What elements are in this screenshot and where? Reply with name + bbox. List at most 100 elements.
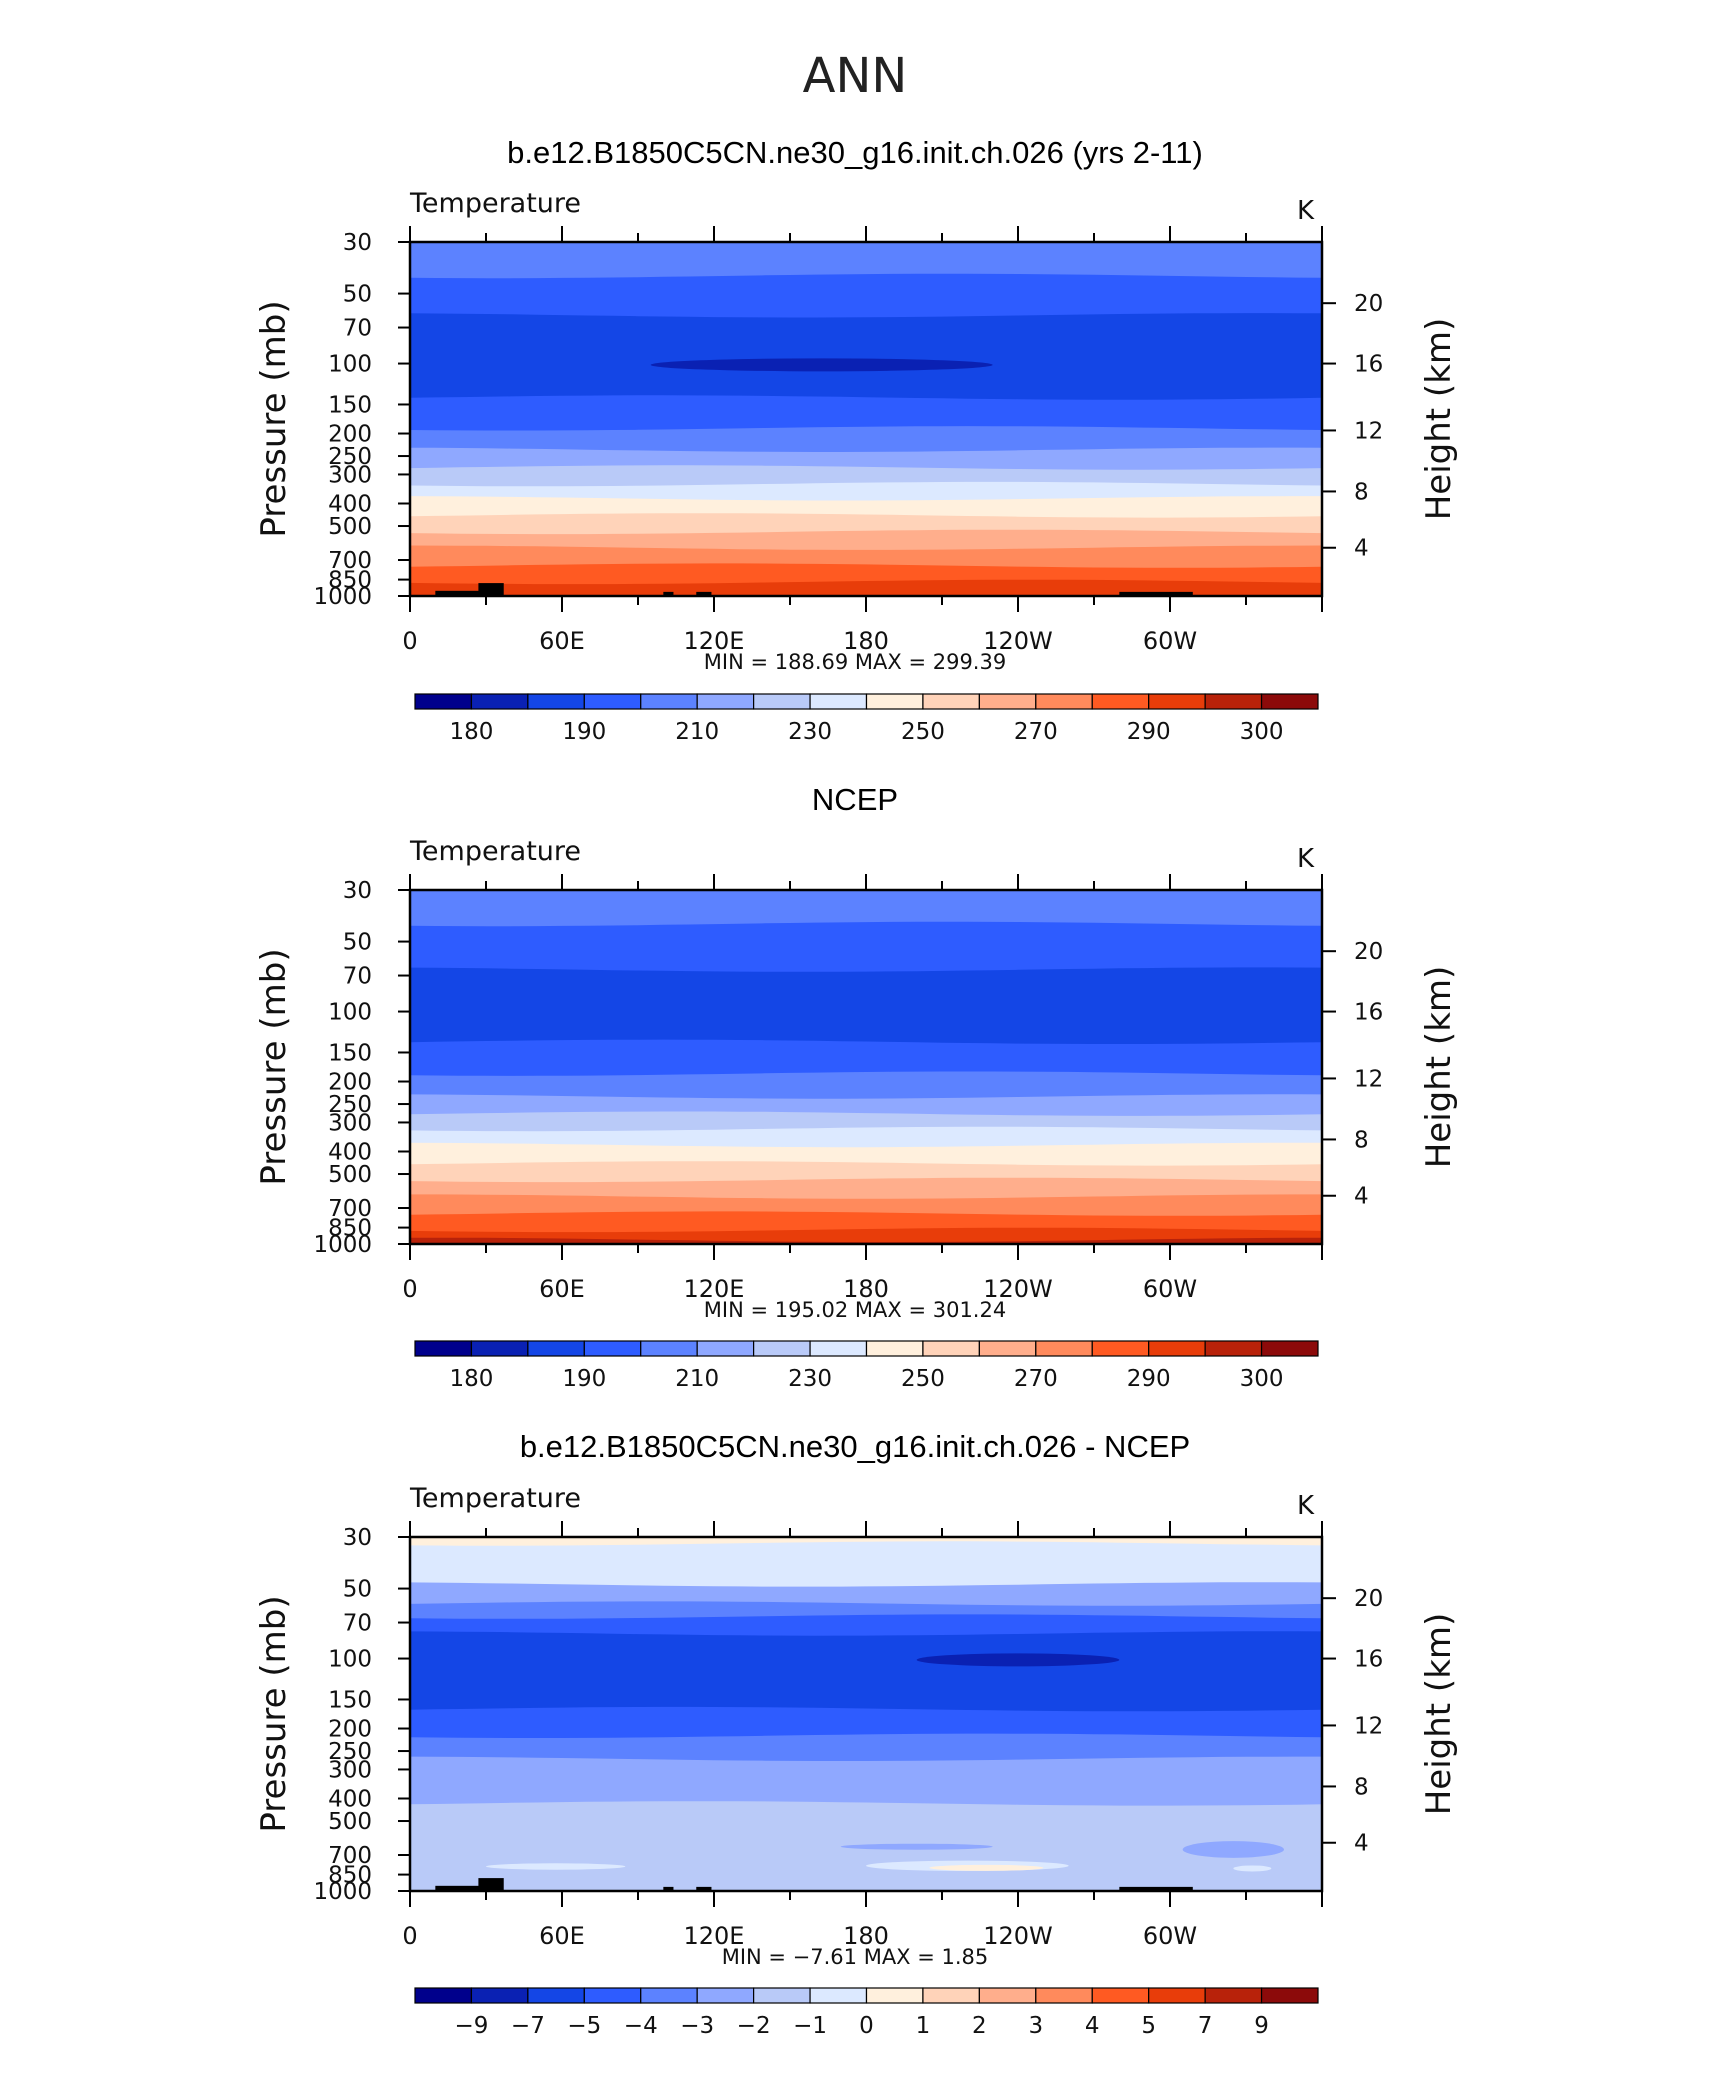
left-label: Temperature [409,188,581,219]
topography-mask [478,1878,504,1891]
figure-suptitle: ANN [803,48,908,104]
colorbar: 180 190 210 230 250 270 290 300 [414,1340,1319,1392]
colorbar-label: 210 [675,719,719,745]
topography-mask [663,1886,674,1891]
colorbar-label: −1 [793,2013,827,2039]
x-tick-label: 60E [539,1922,585,1950]
y-tick-label: 70 [343,964,372,990]
colorbar-swatch [1148,1340,1206,1357]
colorbar-swatch [1091,693,1150,710]
x-tick-label: 120W [983,1275,1053,1303]
colorbar-swatch [414,693,473,710]
colorbar-swatch [922,693,980,710]
topography-mask [1119,591,1193,596]
colorbar-label: 300 [1240,719,1284,745]
colorbar-swatch [696,1987,755,2004]
colorbar-label: 180 [449,719,493,745]
left-label: Temperature [409,836,581,867]
colorbar-label: 270 [1014,1366,1058,1392]
y-right-tick-label: 4 [1354,1184,1369,1210]
topography-mask [435,590,502,596]
colorbar-swatch [922,1987,980,2004]
colorbar-swatch [1260,1987,1319,2004]
contour-feature [1233,1865,1272,1872]
colorbar-label: −5 [567,2013,601,2039]
colorbar-swatch [865,693,924,710]
y-tick-label: 250 [328,1092,372,1118]
units-label: K [1297,1491,1315,1521]
colorbar-swatch [1260,1340,1319,1357]
y-tick-label: 200 [328,422,372,448]
colorbar-swatch [753,1340,811,1357]
colorbar-swatch [1091,1340,1150,1357]
colorbar-swatch [583,1340,642,1357]
y-tick-label: 50 [343,282,372,308]
colorbar-swatch [809,693,868,710]
colorbar-swatch [922,1340,980,1357]
y-tick-label: 1000 [313,584,372,610]
panel-title: b.e12.B1850C5CN.ne30_g16.init.ch.026 - N… [520,1429,1190,1464]
y-axis-title: Pressure (mb) [254,300,294,537]
colorbar-swatch [640,693,698,710]
y-tick-label: 850 [328,568,372,594]
y-right-tick-label: 8 [1354,1774,1369,1800]
stats-text: MIN = −7.61 MAX = 1.85 [722,1945,989,1969]
units-label: K [1297,196,1315,226]
y-right-axis-title: Height (km) [1419,966,1459,1169]
colorbar-label: 210 [675,1366,719,1392]
x-tick-label: 60W [1143,627,1197,655]
x-tick-label: 180 [843,1275,889,1303]
y-tick-label: 50 [343,930,372,956]
panel-2: NCEP Temperature K 0 60E 120E 180 120W 60W MIN = … [254,782,1459,1392]
y-tick-label: 400 [328,491,372,517]
y-tick-label: 150 [328,392,372,418]
y-right-tick-label: 20 [1354,291,1383,317]
y-tick-label: 400 [328,1786,372,1812]
colorbar-swatch [1148,693,1206,710]
y-tick-label: 700 [328,1196,372,1222]
colorbar-label: 230 [788,1366,832,1392]
y-tick-label: 300 [328,462,372,488]
contour-feature [916,1653,1120,1667]
colorbar-label: 290 [1127,1366,1171,1392]
y-tick-label: 850 [328,1863,372,1889]
y-right-tick-label: 12 [1354,1066,1383,1092]
colorbar-label: 300 [1240,1366,1284,1392]
y-tick-label: 500 [328,514,372,540]
y-right-tick-label: 4 [1354,536,1369,562]
contour-feature [929,1864,1044,1871]
x-tick-label: 0 [402,1275,417,1303]
y-tick-label: 300 [328,1757,372,1783]
colorbar-label: 290 [1127,719,1171,745]
y-right-tick-label: 8 [1354,1127,1369,1153]
topography-mask [478,583,504,596]
y-right-tick-label: 16 [1354,1000,1383,1026]
colorbar-swatch [753,1987,811,2004]
colorbar-label: 3 [1028,2013,1043,2039]
y-right-tick-label: 20 [1354,939,1383,965]
colorbar-swatch [809,1340,868,1357]
colorbar-label: −3 [680,2013,714,2039]
y-right-tick-label: 12 [1354,1713,1383,1739]
plot-area [410,1537,1322,1891]
y-tick-label: 200 [328,1717,372,1743]
colorbar-swatch [809,1987,868,2004]
x-tick-label: 120E [684,1275,745,1303]
x-tick-label: 60W [1143,1275,1197,1303]
y-tick-label: 150 [328,1687,372,1713]
colorbar-swatch [696,1340,755,1357]
y-tick-label: 70 [343,1611,372,1637]
colorbar-label: −4 [624,2013,658,2039]
colorbar-swatch [583,693,642,710]
colorbar-label: 270 [1014,719,1058,745]
y-tick-label: 700 [328,548,372,574]
colorbar-swatch [583,1987,642,2004]
y-right-tick-label: 20 [1354,1586,1383,1612]
x-tick-label: 180 [843,627,889,655]
y-right-tick-label: 4 [1354,1831,1369,1857]
y-right-tick-label: 16 [1354,1647,1383,1673]
x-tick-label: 60E [539,1275,585,1303]
plot-area [410,242,1322,596]
colorbar-label: 250 [901,1366,945,1392]
colorbar-label: 0 [859,2013,874,2039]
